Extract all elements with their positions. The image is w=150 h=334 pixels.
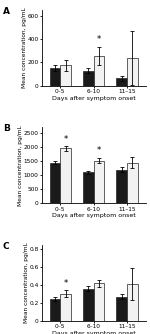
Bar xyxy=(116,78,127,86)
Bar xyxy=(94,56,104,86)
Bar xyxy=(60,149,71,203)
Bar xyxy=(94,161,104,203)
Text: B: B xyxy=(3,125,10,133)
X-axis label: Days after symptom onset: Days after symptom onset xyxy=(52,331,136,334)
Y-axis label: Mean concentration, pg/mL: Mean concentration, pg/mL xyxy=(22,8,27,88)
Bar xyxy=(83,70,94,86)
Bar xyxy=(127,284,138,321)
Bar xyxy=(60,65,71,86)
Bar xyxy=(50,68,60,86)
Bar xyxy=(127,163,138,203)
Bar xyxy=(60,294,71,321)
Text: *: * xyxy=(97,35,101,44)
Text: C: C xyxy=(3,242,9,251)
Bar xyxy=(50,299,60,321)
Bar xyxy=(94,283,104,321)
X-axis label: Days after symptom onset: Days after symptom onset xyxy=(52,96,136,101)
Bar xyxy=(116,170,127,203)
Y-axis label: Mean concentration, pg/mL: Mean concentration, pg/mL xyxy=(24,242,29,323)
Bar xyxy=(83,172,94,203)
Y-axis label: Mean concentration, pg/mL: Mean concentration, pg/mL xyxy=(18,125,23,206)
Text: *: * xyxy=(97,146,101,155)
Bar xyxy=(83,289,94,321)
Text: A: A xyxy=(3,7,10,16)
X-axis label: Days after symptom onset: Days after symptom onset xyxy=(52,213,136,218)
Bar xyxy=(50,163,60,203)
Bar xyxy=(116,297,127,321)
Text: *: * xyxy=(64,279,68,288)
Bar xyxy=(127,58,138,86)
Text: *: * xyxy=(64,135,68,144)
